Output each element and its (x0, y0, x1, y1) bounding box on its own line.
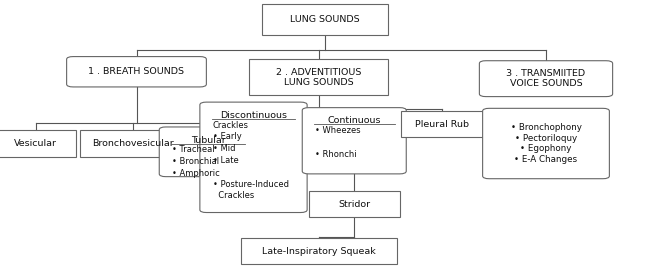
FancyBboxPatch shape (261, 4, 388, 34)
Text: 2 . ADVENTITIOUS
LUNG SOUNDS: 2 . ADVENTITIOUS LUNG SOUNDS (276, 68, 361, 87)
FancyBboxPatch shape (159, 127, 257, 177)
FancyBboxPatch shape (200, 102, 307, 213)
Text: Stridor: Stridor (338, 200, 370, 209)
Text: Continuous: Continuous (328, 116, 381, 126)
FancyBboxPatch shape (402, 111, 482, 137)
FancyBboxPatch shape (302, 108, 406, 174)
FancyBboxPatch shape (240, 238, 396, 264)
FancyBboxPatch shape (80, 131, 187, 157)
Text: 3 . TRANSMIITED
VOICE SOUNDS: 3 . TRANSMIITED VOICE SOUNDS (506, 69, 586, 88)
FancyBboxPatch shape (482, 108, 609, 179)
FancyBboxPatch shape (309, 191, 400, 217)
FancyBboxPatch shape (66, 57, 207, 87)
Text: • Tracheal
• Bronchial
• Amphoric: • Tracheal • Bronchial • Amphoric (172, 145, 220, 178)
Text: Crackles
• Early
• Mid
• Late

• Posture-Induced
  Crackles: Crackles • Early • Mid • Late • Posture-… (213, 121, 289, 200)
Text: 1 . BREATH SOUNDS: 1 . BREATH SOUNDS (88, 67, 185, 76)
FancyBboxPatch shape (479, 61, 612, 97)
Text: Discontinuous: Discontinuous (220, 111, 287, 120)
Text: Vesicular: Vesicular (14, 139, 57, 148)
FancyBboxPatch shape (248, 59, 388, 95)
Text: LUNG SOUNDS: LUNG SOUNDS (290, 15, 360, 24)
FancyBboxPatch shape (0, 131, 77, 157)
Text: Late-Inspiratory Squeak: Late-Inspiratory Squeak (261, 247, 376, 256)
Text: Pleural Rub: Pleural Rub (415, 120, 469, 129)
Text: Bronchovesicular: Bronchovesicular (92, 139, 174, 148)
Text: Tubular: Tubular (190, 136, 226, 145)
Text: • Wheezes

• Rhonchi: • Wheezes • Rhonchi (315, 126, 361, 159)
Text: • Bronchophony
• Pectoriloquy
• Egophony
• E-A Changes: • Bronchophony • Pectoriloquy • Egophony… (510, 123, 582, 164)
